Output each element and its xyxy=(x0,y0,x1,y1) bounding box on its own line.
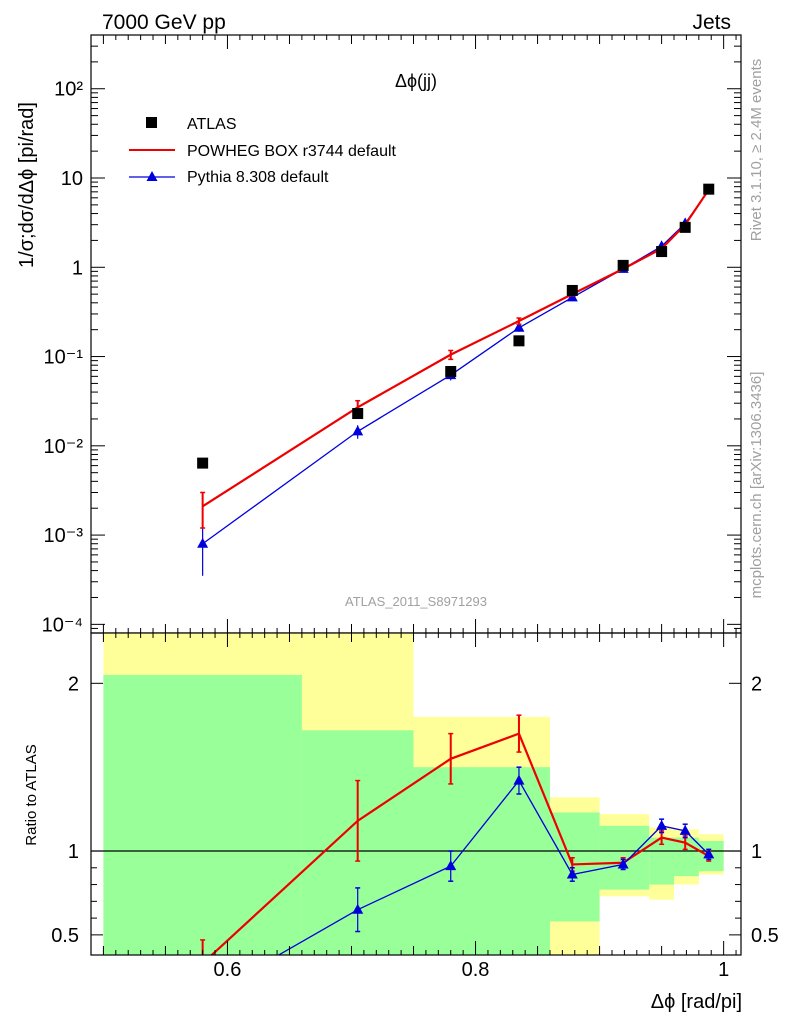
ratio-pythia-point xyxy=(513,774,525,785)
header-right: Jets xyxy=(692,11,731,34)
watermark: ATLAS_2011_S8971293 xyxy=(345,594,487,609)
main-y-tick-label: 10⁻⁴ xyxy=(42,614,83,636)
ratio-pythia-point xyxy=(197,993,208,1003)
atlas-data-point xyxy=(617,259,629,271)
legend-powheg-label: POWHEG BOX r3744 default xyxy=(187,143,397,160)
main-pythia-point xyxy=(513,321,525,332)
main-y-tick-label: 10 xyxy=(61,168,83,190)
side-text-top: Rivet 3.1.10, ≥ 2.4M events xyxy=(748,59,765,242)
legend: ATLAS POWHEG BOX r3744 default Pythia 8.… xyxy=(129,116,397,186)
band-inner-bin xyxy=(413,767,550,955)
x-tick-label: 0.8 xyxy=(462,959,490,981)
main-y-tick-label: 10⁻¹ xyxy=(44,347,84,369)
main-y-tick-label: 10⁻² xyxy=(44,436,84,458)
ratio-pythia-point xyxy=(566,868,578,879)
ratio-pythia-point xyxy=(445,860,457,871)
legend-pythia-label: Pythia 8.308 default xyxy=(187,169,329,186)
ratio-y-tick-label: 0.5 xyxy=(751,925,779,947)
main-y-axis-label: 1/σ;dσ/dΔϕ [pi/rad] xyxy=(16,102,38,268)
ratio-y-tick-label: 0.5 xyxy=(51,925,79,947)
x-tick-label: 0.6 xyxy=(214,959,242,981)
main-y-tick-label: 10⁻³ xyxy=(44,525,84,547)
atlas-data-point xyxy=(679,221,691,233)
atlas-data-point xyxy=(703,183,715,195)
side-text-bottom: mcplots.cern.ch [arXiv:1306.3436] xyxy=(748,372,765,599)
main-pythia-point xyxy=(352,425,364,436)
atlas-data-point xyxy=(513,335,525,347)
main-y-tick-label: 10² xyxy=(54,79,83,101)
x-axis-label: Δϕ [rad/pi] xyxy=(651,991,742,1013)
atlas-data-point xyxy=(197,457,209,469)
atlas-data-point xyxy=(352,408,364,420)
ratio-pythia-point xyxy=(617,858,629,869)
main-powheg-line xyxy=(202,189,710,508)
atlas-data-point xyxy=(566,284,578,296)
ratio-panel: 0.5 0.5 1 1 2 2 0.6 0.8 1 xyxy=(51,35,779,1003)
ratio-frame xyxy=(90,632,742,956)
legend-pythia-marker xyxy=(146,171,158,181)
ratio-y-tick-label: 1 xyxy=(68,841,79,863)
ratio-pythia-point xyxy=(703,848,715,859)
main-pythia-point xyxy=(197,537,209,548)
ratio-y-tick-label: 2 xyxy=(68,673,79,695)
ratio-pythia-series xyxy=(197,766,715,1003)
ratio-pythia-point xyxy=(352,903,364,914)
band-inner-bin xyxy=(649,837,675,885)
x-tick-label: 1 xyxy=(718,959,729,981)
main-title: Δϕ(jj) xyxy=(395,71,437,91)
main-panel: 10⁻⁴ 10⁻³ 10⁻² 10⁻¹ 1 10 10² xyxy=(42,34,742,636)
legend-atlas-label: ATLAS xyxy=(187,116,237,133)
uncertainty-bands xyxy=(103,633,724,955)
atlas-data-point xyxy=(445,365,457,377)
ratio-y-tick-label: 1 xyxy=(751,841,762,863)
ratio-y-axis-label: Ratio to ATLAS xyxy=(23,744,40,845)
ratio-y-tick-label: 2 xyxy=(751,673,762,695)
ratio-pythia-point xyxy=(679,824,691,835)
band-inner-bin xyxy=(103,674,302,955)
legend-atlas-marker xyxy=(146,117,157,128)
ratio-pythia-point xyxy=(656,819,668,830)
main-y-tick-label: 1 xyxy=(72,257,83,279)
header-left: 7000 GeV pp xyxy=(102,11,226,34)
atlas-data-point xyxy=(656,246,668,258)
